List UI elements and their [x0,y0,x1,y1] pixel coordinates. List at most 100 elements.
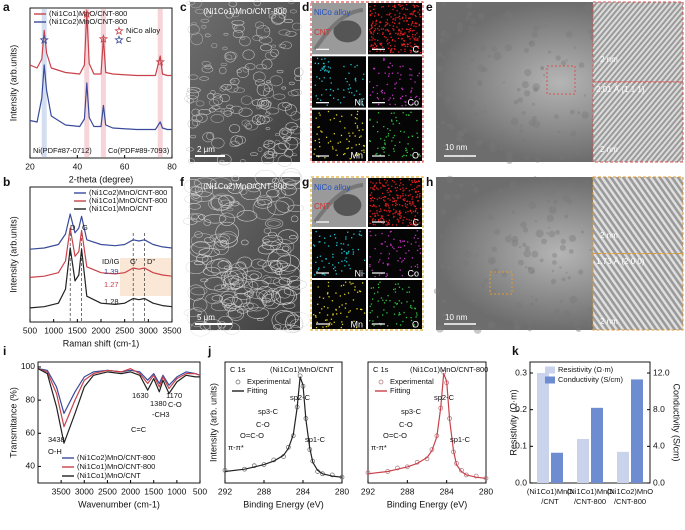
map-dot [393,4,396,6]
texture [267,140,273,145]
texture [589,248,592,252]
map-dot [389,49,392,51]
texture [479,138,485,144]
map-dot [378,179,381,181]
image-label: 2 nm [600,317,618,326]
map-dot [332,90,335,92]
map-dot [316,321,318,324]
map-dot [386,13,388,16]
map-dot [395,323,398,325]
texture [278,43,287,48]
map-dot [395,82,397,84]
map-dot [324,69,327,71]
map-dot [389,33,391,35]
texture [587,324,591,328]
map-dot [336,154,338,156]
texture [504,10,512,18]
map-dot [389,129,391,132]
texture [581,111,589,119]
annotation: O-H [48,447,62,456]
map-dot [392,216,395,218]
texture [458,182,464,188]
x-tick-label: (Ni1Co1)MnO/CNT-800 [567,487,613,506]
map-dot [322,326,324,328]
texture [527,314,535,322]
texture [279,171,303,185]
texture [189,0,203,9]
texture [440,209,447,215]
texture [213,236,229,251]
map-dot [390,210,392,212]
texture [511,235,519,243]
map-dot [325,136,328,138]
texture [456,109,464,117]
map-dot [414,220,416,223]
legend-label: (Ni1Co1)MnO/CNT [77,471,141,480]
map-dot [391,180,394,182]
annotation: NiCo alloy [126,26,160,35]
map-dot [323,67,325,69]
texture [276,243,292,257]
map-dot [369,305,371,307]
map-dot [392,97,395,100]
texture [544,24,548,28]
map-dot [387,43,389,45]
map-dot [317,268,319,271]
annotation: π-π* [228,443,244,452]
map-dot [413,181,416,183]
map-dot [382,196,384,199]
texture [253,0,262,7]
texture [208,99,220,107]
map-dot [384,147,386,149]
map-dot [378,72,380,74]
map-dot [349,158,351,160]
texture [207,92,215,100]
texture [460,155,465,161]
texture [273,142,288,155]
map-dot [319,255,322,257]
map-dot [410,111,412,114]
data-point [395,465,400,471]
texture [527,266,532,271]
map-dot [332,253,334,256]
texture [246,291,267,312]
map-dot [332,264,334,266]
texture [489,141,495,146]
map-dot [402,240,404,243]
peak-band [41,9,47,157]
map-dot [394,199,396,202]
texture [204,33,211,38]
texture [261,153,275,165]
map-dot [400,246,402,248]
map-dot [404,45,407,48]
y-axis-title: Resistivity (Ω·m) [508,389,518,455]
map-dot [369,140,371,143]
map-dot [389,190,391,192]
map-dot [386,180,388,182]
texture [231,175,240,182]
texture [442,299,446,304]
map-dot [337,142,339,144]
map-dot [374,248,376,250]
texture [232,23,238,30]
x-tick-label: 2000 [121,486,140,496]
map-dot [317,98,319,100]
map-dot [359,290,362,293]
map-dot [319,235,321,237]
map-dot [406,291,408,293]
map-dot [402,193,404,195]
map-dot [385,220,387,223]
map-dot [341,304,343,306]
map-dot [392,18,394,20]
map-dot [400,215,402,217]
texture [190,286,208,296]
texture [287,204,305,212]
map-dot [371,36,373,38]
map-dot [348,84,351,86]
x-tick-label: 292 [218,486,232,496]
texture [520,221,527,229]
map-dot [417,219,419,221]
texture [223,296,243,309]
map-dot [319,145,321,148]
texture [221,283,235,290]
